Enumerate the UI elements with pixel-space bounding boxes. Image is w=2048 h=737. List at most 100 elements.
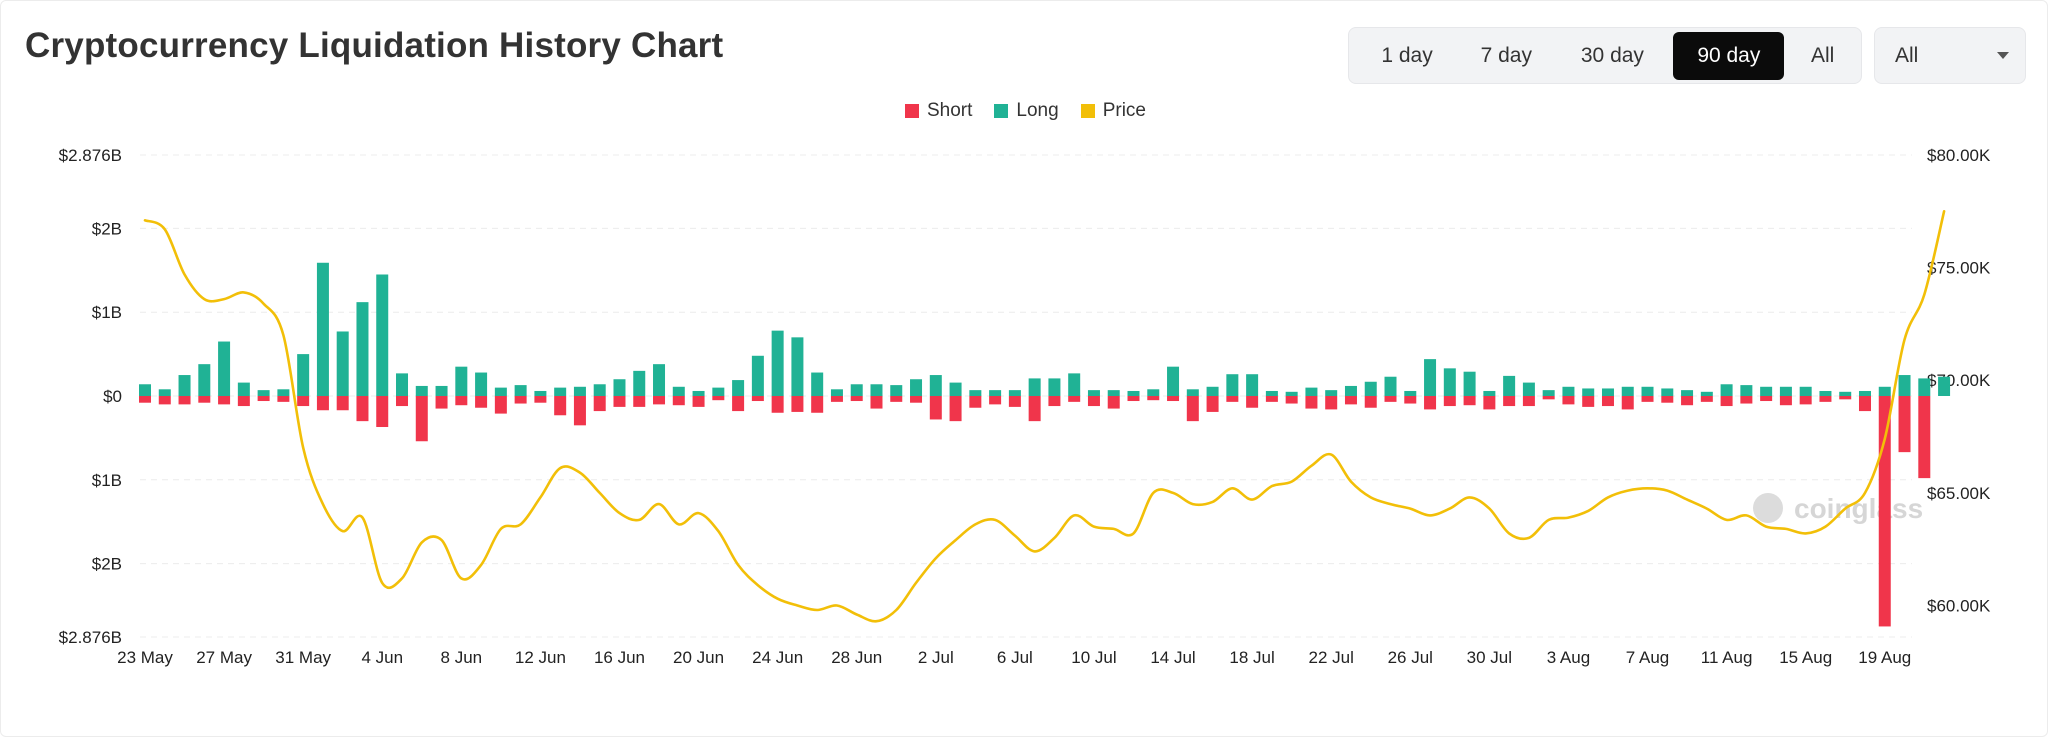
watermark-text: coinglass	[1794, 493, 1923, 524]
long-bar	[1344, 385, 1357, 396]
short-bar	[830, 396, 843, 402]
y-left-tick-label: $2.876B	[59, 146, 122, 165]
legend-item-short[interactable]: Short	[905, 100, 972, 122]
short-bar	[376, 396, 389, 428]
long-bar	[514, 385, 527, 396]
long-bar	[1641, 386, 1654, 396]
short-bar	[1918, 396, 1931, 479]
long-bar	[1681, 390, 1694, 396]
x-tick-label: 2 Jul	[918, 648, 954, 667]
x-tick-label: 22 Jul	[1309, 648, 1354, 667]
range-7day-button[interactable]: 7 day	[1480, 43, 1532, 67]
short-bar	[1424, 396, 1437, 410]
short-bar	[218, 396, 231, 405]
long-bar	[1364, 381, 1377, 396]
long-bar	[494, 387, 507, 396]
short-bar	[1582, 396, 1595, 407]
range-30day-button[interactable]: 30 day	[1580, 43, 1644, 67]
short-bar	[1858, 396, 1871, 412]
short-bar	[1325, 396, 1338, 410]
long-bar	[633, 370, 646, 396]
long-bar	[475, 372, 488, 396]
long-bar	[1028, 378, 1041, 396]
long-bar	[573, 386, 586, 396]
short-bar	[237, 396, 250, 407]
long-bar	[277, 389, 290, 396]
short-bar	[336, 396, 349, 411]
legend-item-price[interactable]: Price	[1080, 100, 1146, 122]
short-bar	[1246, 396, 1259, 408]
short-bar	[1206, 396, 1219, 412]
long-bar	[850, 384, 863, 396]
x-tick-label: 6 Jul	[997, 648, 1033, 667]
long-bar	[890, 385, 903, 396]
x-tick-label: 10 Jul	[1071, 648, 1116, 667]
long-bar	[1700, 391, 1713, 396]
long-bar	[554, 387, 567, 396]
range-all-button[interactable]: All	[1811, 43, 1835, 67]
x-tick-label: 11 Aug	[1701, 648, 1753, 667]
short-bar	[1601, 396, 1614, 407]
legend-label-long: Long	[1016, 100, 1059, 121]
long-bar	[1068, 373, 1081, 396]
short-bar	[158, 396, 171, 405]
short-bar	[356, 396, 369, 422]
short-bar	[1799, 396, 1812, 405]
x-tick-label: 30 Jul	[1467, 648, 1512, 667]
long-bar	[356, 302, 369, 396]
short-bar	[573, 396, 586, 426]
short-bar	[1048, 396, 1061, 407]
short-bar	[732, 396, 745, 412]
long-bar	[1760, 386, 1773, 396]
long-bar	[1167, 366, 1180, 396]
short-bar	[494, 396, 507, 414]
short-bar	[1265, 396, 1278, 402]
long-bar	[218, 341, 231, 396]
symbol-select[interactable]: All	[1874, 27, 2026, 84]
long-bar	[1246, 374, 1259, 396]
long-bar	[336, 331, 349, 396]
watermark-logo-icon	[1753, 493, 1783, 523]
short-bar	[870, 396, 883, 409]
short-bar	[1127, 396, 1140, 402]
short-bar	[1443, 396, 1456, 407]
short-bar	[1167, 396, 1180, 402]
short-bar	[1700, 396, 1713, 402]
x-tick-label: 3 Aug	[1547, 648, 1591, 667]
short-bar	[455, 396, 468, 406]
long-bar	[969, 390, 982, 396]
range-90day-button[interactable]: 90 day	[1673, 31, 1785, 80]
short-bar	[435, 396, 448, 409]
short-bar	[672, 396, 685, 406]
long-bar	[1779, 386, 1792, 396]
short-bar	[475, 396, 488, 408]
x-tick-label: 27 May	[196, 648, 252, 667]
range-1day-button[interactable]: 1 day	[1381, 43, 1433, 67]
legend-item-long[interactable]: Long	[994, 100, 1059, 122]
short-bar	[1681, 396, 1694, 406]
long-bar	[1562, 386, 1575, 396]
short-bar	[929, 396, 942, 420]
long-bar	[989, 390, 1002, 396]
legend-label-short: Short	[927, 100, 973, 121]
short-bar	[1364, 396, 1377, 408]
short-bar	[1641, 396, 1654, 402]
long-bar	[534, 390, 547, 396]
x-tick-label: 20 Jun	[673, 648, 724, 667]
y-right-tick-label: $65.00K	[1927, 484, 1991, 503]
short-bar	[890, 396, 903, 402]
long-bar	[910, 379, 923, 396]
long-bar	[1503, 375, 1516, 396]
long-bar	[1147, 389, 1160, 396]
long-bar	[1384, 376, 1397, 396]
long-bar	[732, 380, 745, 396]
x-tick-label: 31 May	[275, 648, 331, 667]
long-bar	[257, 390, 270, 396]
x-tick-label: 8 Jun	[441, 648, 483, 667]
long-bar	[1285, 391, 1298, 396]
x-tick-label: 26 Jul	[1388, 648, 1433, 667]
y-right-tick-label: $75.00K	[1927, 259, 1991, 278]
short-bar	[1878, 396, 1891, 627]
symbol-select-value: All	[1895, 43, 1919, 67]
short-bar	[415, 396, 428, 442]
